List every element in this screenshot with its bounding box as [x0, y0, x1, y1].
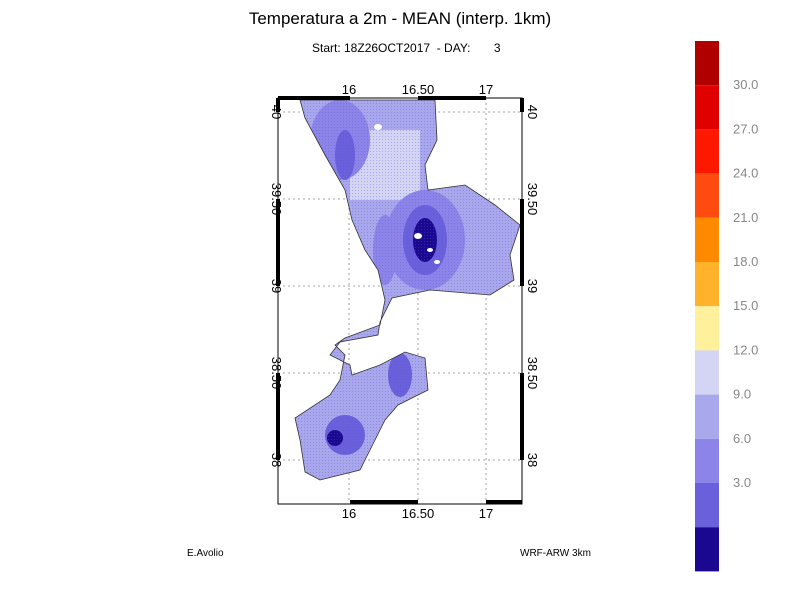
model-credit: WRF-ARW 3km: [520, 548, 591, 559]
colorbar-swatch: [695, 41, 719, 86]
colorbar-swatch: [695, 262, 719, 307]
lat-tick-left-1: 40: [269, 105, 284, 119]
lat-tick-left-2: 39.50: [269, 183, 284, 216]
colorbar-swatch: [695, 173, 719, 218]
lat-tick-left-4: 38.50: [269, 357, 284, 390]
colorbar-label: 21.0: [733, 210, 758, 225]
colorbar-swatch: [695, 85, 719, 130]
map-title: Temperatura a 2m - MEAN (interp. 1km): [248, 9, 552, 28]
lat-tick-right-3: 39: [525, 279, 540, 293]
lon-tick-top-3: 17: [479, 82, 493, 97]
lat-tick-right-5: 38: [525, 453, 540, 467]
lat-tick-right-1: 40: [525, 105, 540, 119]
lat-tick-left-3: 39: [269, 279, 284, 293]
colorbar-label: 18.0: [733, 254, 758, 269]
colorbar-label: 3.0: [733, 475, 751, 490]
lon-tick-top-1: 16: [342, 82, 356, 97]
colorbar-swatch: [695, 350, 719, 395]
colorbar-swatch: [695, 217, 719, 262]
lon-tick-bottom-2: 16.50: [402, 506, 435, 521]
colorbar-label: 24.0: [733, 166, 758, 181]
author-credit: E.Avolio: [187, 548, 224, 559]
colorbar-swatch: [695, 306, 719, 351]
colorbar-swatch: [695, 394, 719, 439]
colorbar-label: 15.0: [733, 298, 758, 313]
lon-tick-bottom-3: 17: [479, 506, 493, 521]
colorbar-label: 6.0: [733, 431, 751, 446]
colorbar-swatch: [695, 527, 719, 572]
map-subtitle: Start: 18Z26OCT2017 - DAY: 3: [312, 41, 501, 55]
lat-tick-right-4: 38.50: [525, 357, 540, 390]
colorbar-swatch: [695, 483, 719, 528]
colorbar-label: 27.0: [733, 121, 758, 136]
colorbar-swatch: [695, 438, 719, 483]
frame-edge-bars: [276, 96, 524, 504]
lat-tick-right-2: 39.50: [525, 183, 540, 216]
colorbar-swatch: [695, 129, 719, 174]
colorbar-label: 30.0: [733, 77, 758, 92]
colorbar-label: 12.0: [733, 342, 758, 357]
lat-tick-left-5: 38: [269, 453, 284, 467]
colorbar-label: 9.0: [733, 387, 751, 402]
lon-tick-top-2: 16.50: [402, 82, 435, 97]
lon-tick-bottom-1: 16: [342, 506, 356, 521]
